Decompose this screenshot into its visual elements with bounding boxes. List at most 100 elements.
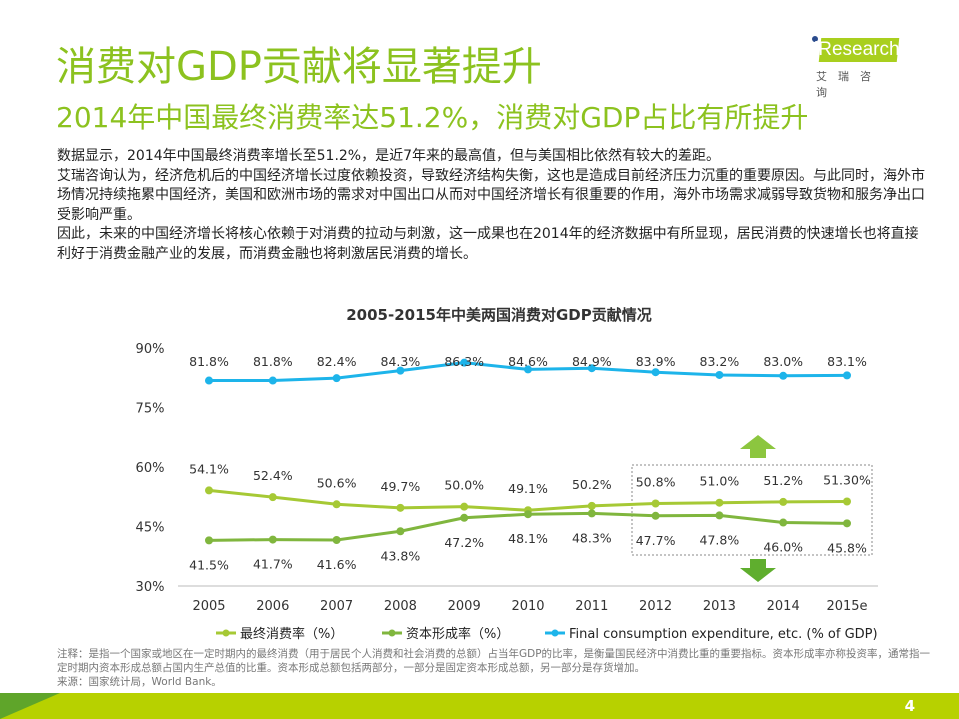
footer-bar: 4 <box>0 693 959 719</box>
data-label: 49.7% <box>381 479 421 494</box>
data-point <box>715 511 724 520</box>
page-title: 消费对GDP贡献将显著提升 <box>56 44 542 90</box>
data-label: 45.8% <box>827 540 867 555</box>
x-tick-label: 2006 <box>256 599 289 614</box>
data-label: 41.6% <box>317 557 357 572</box>
page-number: 4 <box>904 697 915 715</box>
y-tick-label: 90% <box>136 342 165 357</box>
x-tick-label: 2005 <box>192 599 225 614</box>
data-label: 49.1% <box>508 481 548 496</box>
data-point <box>715 498 724 507</box>
body-paragraph: 艾瑞咨询认为，经济危机后的中国经济增长过度依赖投资，导致经济结构失衡，这也是造成… <box>57 167 925 223</box>
data-point <box>268 493 277 502</box>
data-label: 83.9% <box>636 354 676 369</box>
data-point <box>268 535 277 544</box>
data-point <box>396 527 405 536</box>
body-paragraph: 因此，未来的中国经济增长将核心依赖于对消费的拉动与刺激，这一成果也在2014年的… <box>57 226 919 262</box>
footnotes: 注释：是指一个国家或地区在一定时期内的最终消费（用于居民个人消费和社会消费的总额… <box>57 647 937 689</box>
data-label: 48.1% <box>508 531 548 546</box>
legend-label: 最终消费率（%） <box>240 626 343 642</box>
data-label: 84.9% <box>572 354 612 369</box>
data-label: 47.8% <box>700 532 740 547</box>
x-tick-label: 2014 <box>767 599 800 614</box>
data-label: 50.8% <box>636 474 676 489</box>
data-label: 48.3% <box>572 530 612 545</box>
data-label: 47.2% <box>444 535 484 550</box>
source-text: 来源：国家统计局，World Bank。 <box>57 676 222 688</box>
data-point <box>460 502 469 511</box>
data-label: 50.2% <box>572 477 612 492</box>
data-label: 81.8% <box>189 354 229 369</box>
data-point <box>779 497 788 506</box>
data-label: 50.6% <box>317 475 357 490</box>
data-point <box>651 499 660 508</box>
data-point <box>460 358 469 367</box>
legend-label: Final consumption expenditure, etc. (% o… <box>569 627 878 642</box>
y-tick-label: 75% <box>136 402 165 417</box>
data-label: 86.3% <box>444 354 484 369</box>
data-label: 52.4% <box>253 468 293 483</box>
x-tick-label: 2008 <box>384 599 417 614</box>
body-text: 数据显示，2014年中国最终消费率增长至51.2%，是近7年来的最高值，但与美国… <box>57 147 927 264</box>
x-tick-label: 2015e <box>826 599 867 614</box>
data-point <box>843 497 851 506</box>
iresearch-logo: iResearch 艾瑞咨询 <box>806 36 902 99</box>
down-arrow-icon <box>740 559 776 582</box>
data-point <box>396 366 405 375</box>
data-point <box>205 486 213 495</box>
y-tick-label: 60% <box>136 461 165 476</box>
data-label: 41.5% <box>189 557 229 572</box>
data-label: 82.4% <box>317 354 357 369</box>
data-label: 84.6% <box>508 354 548 369</box>
data-point <box>715 370 724 379</box>
x-tick-label: 2007 <box>320 599 353 614</box>
legend-label: 资本形成率（%） <box>406 626 509 642</box>
data-point <box>779 518 788 527</box>
chart-title: 2005-2015年中美两国消费对GDP贡献情况 <box>346 306 651 324</box>
data-point <box>524 510 532 519</box>
x-tick-label: 2013 <box>703 599 736 614</box>
data-label: 51.30% <box>823 473 871 488</box>
data-point <box>205 376 213 385</box>
data-point <box>332 374 341 383</box>
y-tick-label: 30% <box>136 580 165 595</box>
body-paragraph: 数据显示，2014年中国最终消费率增长至51.2%，是近7年来的最高值，但与美国… <box>57 148 721 164</box>
data-label: 47.7% <box>636 533 676 548</box>
data-label: 51.0% <box>700 474 740 489</box>
data-label: 41.7% <box>253 557 293 572</box>
data-point <box>268 376 277 385</box>
data-point <box>843 519 851 528</box>
data-label: 46.0% <box>763 540 803 555</box>
data-point <box>332 535 341 544</box>
data-label: 43.8% <box>381 548 421 563</box>
data-label: 83.0% <box>763 354 803 369</box>
x-tick-label: 2010 <box>511 599 544 614</box>
data-point <box>460 513 469 522</box>
x-tick-label: 2011 <box>575 599 608 614</box>
data-label: 81.8% <box>253 354 293 369</box>
data-label: 84.3% <box>381 354 421 369</box>
data-point <box>843 371 851 380</box>
data-point <box>779 371 788 380</box>
data-label: 50.0% <box>444 478 484 493</box>
data-point <box>205 536 213 545</box>
y-tick-label: 45% <box>136 521 165 536</box>
highlight-box <box>631 464 873 556</box>
legend-marker <box>388 629 396 637</box>
data-label: 83.1% <box>827 354 867 369</box>
note-text: 注释：是指一个国家或地区在一定时期内的最终消费（用于居民个人消费和社会消费的总额… <box>57 648 931 674</box>
data-point <box>587 501 596 510</box>
data-point <box>524 365 532 374</box>
data-point <box>651 368 660 377</box>
data-label: 51.2% <box>763 473 803 488</box>
page-subtitle: 2014年中国最终消费率达51.2%，消费对GDP占比有所提升 <box>56 101 809 134</box>
data-label: 83.2% <box>700 354 740 369</box>
data-label: 54.1% <box>189 461 229 476</box>
data-point <box>587 509 596 518</box>
legend-marker <box>551 629 559 637</box>
x-tick-label: 2012 <box>639 599 672 614</box>
data-point <box>587 364 596 373</box>
up-arrow-icon <box>740 435 776 458</box>
data-point <box>396 503 405 512</box>
